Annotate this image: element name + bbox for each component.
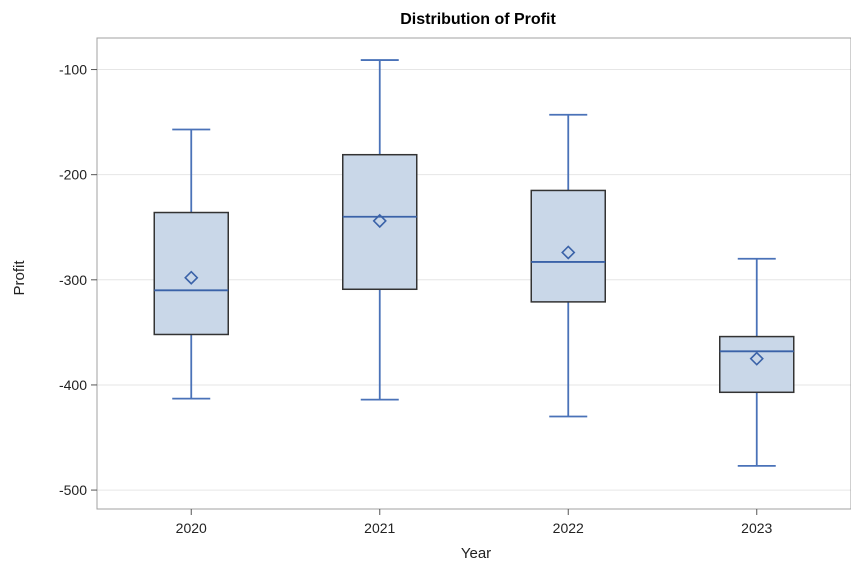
boxes [153, 59, 795, 467]
y-tick-label-1: -200 [59, 167, 87, 183]
box-2023 [719, 257, 795, 467]
iqr-box [342, 153, 418, 291]
box-2022 [530, 113, 606, 418]
y-tick-label-0: -100 [59, 62, 87, 78]
y-axis: -100 -200 -300 -400 -500 [59, 62, 97, 498]
x-tick-label-3: 2023 [741, 520, 772, 536]
mean-marker [561, 245, 576, 260]
x-tick-label-1: 2021 [364, 520, 395, 536]
y-tick-label-3: -400 [59, 377, 87, 393]
mean-marker [749, 351, 764, 366]
x-axis-label: Year [461, 545, 491, 562]
x-tick-label-0: 2020 [176, 520, 207, 536]
x-axis: 2020 2021 2022 2023 [176, 509, 773, 536]
x-tick-label-2: 2022 [553, 520, 584, 536]
plot-frame [96, 37, 851, 510]
y-axis-label: Profit [11, 260, 28, 296]
mean-marker [372, 213, 387, 229]
chart-title: Distribution of Profit [400, 11, 556, 28]
box-2021 [342, 59, 418, 401]
y-tick-label-4: -500 [59, 482, 87, 498]
iqr-box [153, 211, 229, 336]
box-2020 [153, 128, 229, 400]
y-tick-label-2: -300 [59, 272, 87, 288]
mean-marker [184, 270, 199, 285]
